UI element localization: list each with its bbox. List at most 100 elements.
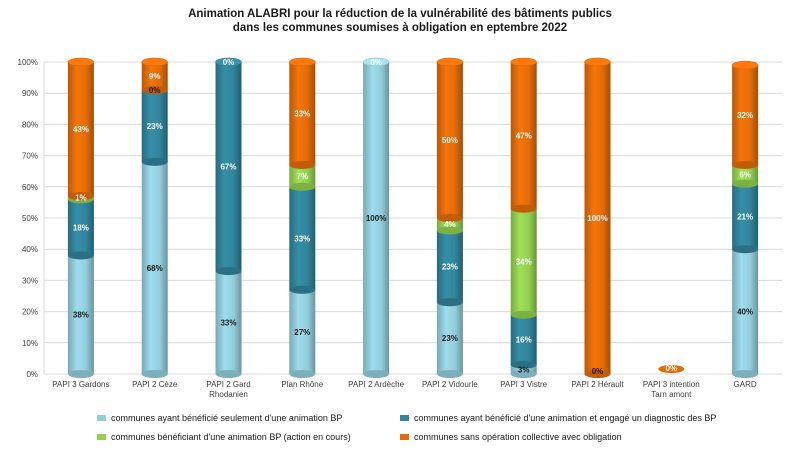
legend-swatch-diagnostic [400,415,409,421]
x-tick-label: Tarn amont [651,390,692,399]
bar-top-cap [215,57,242,67]
bar-segment [732,164,759,184]
bar-top-cap [289,57,316,67]
legend-label-animation-only: communes ayant bénéficié seulement d'une… [111,413,343,423]
y-tick-label: 70% [22,152,38,161]
bar-segment-edge [436,226,463,235]
bar-segment-edge [510,204,537,213]
legend-swatch-no-operation [400,434,409,440]
bar-segment [141,90,168,162]
chart-title-line-2: dans les communes soumises à obligation … [232,22,568,34]
bar-segment-edge [510,370,537,378]
x-tick-label: PAPI 2 Ardèche [348,380,404,389]
data-label: 0% [149,86,161,95]
bar-segment-edge [436,370,463,378]
bar-segment [510,364,537,374]
y-tick-label: 30% [22,276,38,285]
bar-top-cap [67,57,95,67]
data-label: 23% [442,334,458,343]
data-label: 7% [297,172,309,181]
data-label: 0% [666,364,678,373]
data-label: 32% [737,111,753,120]
data-label: 3% [518,365,530,374]
bar-segment [67,199,94,256]
x-tick-label: Rhodanien [209,390,248,399]
data-label: 43% [73,125,89,134]
bar-segment [732,249,759,374]
bar-segment [436,230,463,303]
bar-segment [67,62,94,197]
bar-segment [289,186,316,290]
legend-swatch-animation-only [97,415,106,421]
bar-segment [510,62,537,209]
data-label: 40% [737,308,753,317]
bar-segment-edge [141,157,168,166]
x-tick-label: PAPI 3 Vistre [500,380,547,389]
x-tick-label: PAPI 2 Gard [206,380,250,389]
bar-segment-edge [732,245,759,254]
legend-swatch-in-progress [97,434,106,440]
legend-item-animation-only: communes ayant bénéficié seulement d'une… [97,413,342,423]
bar-segment [141,62,168,91]
data-label: 6% [739,170,751,179]
x-tick-label: PAPI 2 Vidourle [422,380,478,389]
legend-label-diagnostic: communes ayant bénéficié d'une animation… [414,413,717,423]
data-label: 33% [294,109,310,118]
legend-item-diagnostic: communes ayant bénéficié d'une animation… [400,413,716,423]
data-label: 33% [220,319,236,328]
bar-segment [141,161,168,374]
bar-segment-edge [584,370,611,378]
y-tick-label: 60% [22,183,38,192]
bar-segment [732,183,759,250]
bar-segment-edge [289,370,316,378]
bar-top-cap [584,57,611,67]
bar-segment-edge [67,251,94,260]
bar-segment-edge [732,160,759,169]
data-label: 100% [366,214,386,223]
bar-segment-edge [289,182,316,191]
bar-segment [436,62,463,218]
bar-segment-edge [732,370,759,378]
data-label: 16% [516,336,532,345]
y-tick-label: 20% [22,308,38,317]
bar-top-cap [141,57,168,67]
data-label: 68% [147,264,163,273]
bar-segment [363,62,390,374]
x-tick-label: Plan Rhône [281,380,323,389]
x-tick-label: PAPI 2 Cèze [132,380,178,389]
x-tick-label: GARD [734,380,757,389]
data-label: 21% [737,212,753,221]
y-tick-label: 10% [22,339,38,348]
data-label: 33% [294,234,310,243]
legend-label-no-operation: communes sans opération collective avec … [414,432,622,442]
bar-segment-edge [289,160,316,169]
legend-item-no-operation: communes sans opération collective avec … [400,432,622,442]
data-label: 1% [75,194,87,203]
data-label: 50% [442,136,458,145]
y-tick-label: 0% [26,370,38,379]
chart-title-line-1: Animation ALABRI pour la réduction de la… [188,8,612,20]
data-label: 34% [516,258,532,267]
y-tick-label: 100% [18,58,38,67]
bar-segment-edge [215,267,242,276]
bar-segment-edge [436,214,463,222]
bar-segment [215,271,242,374]
bar-segment-edge [363,370,390,378]
y-tick-label: 40% [22,245,38,254]
bar-segment [732,65,759,165]
bar-segment [67,255,94,374]
bar-segment [510,314,537,365]
bar-segment [289,62,316,165]
data-label: 38% [73,311,89,320]
data-label: 67% [220,163,236,172]
legend-label-in-progress: communes bénéficiant d'une animation BP … [111,432,351,442]
data-label: 9% [149,72,161,81]
data-label: 0% [370,58,382,67]
y-tick-label: 80% [22,120,38,129]
x-tick-label: PAPI 2 Hérault [571,380,624,389]
bar-top-cap [362,57,390,67]
bar-top-cap [436,57,464,67]
y-tick-label: 90% [22,89,38,98]
bar-segment-edge [215,370,242,378]
